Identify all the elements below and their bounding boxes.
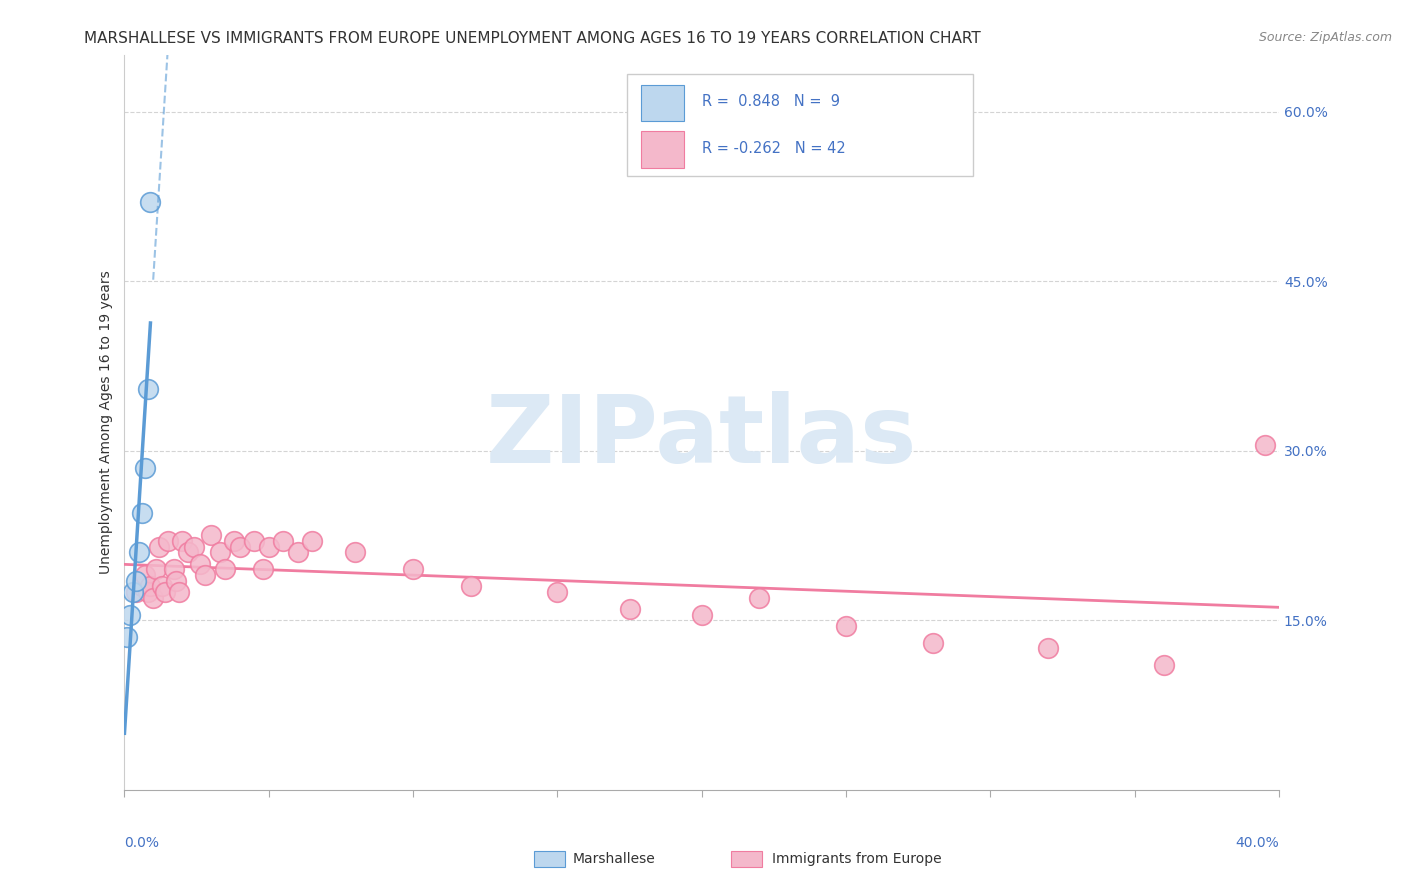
Point [619,602,641,616]
Point [131,579,153,593]
Point [136,382,159,396]
Point [139,579,162,593]
Point [1253,438,1275,452]
Point [153,585,176,599]
Point [162,562,184,576]
Point [117,630,139,644]
Point [172,534,194,549]
Point [125,585,148,599]
FancyBboxPatch shape [627,73,973,177]
Point [125,574,148,588]
Point [257,540,280,554]
Point [142,591,165,605]
Point [921,636,943,650]
Point [748,591,770,605]
Point [131,506,153,520]
Text: MARSHALLESE VS IMMIGRANTS FROM EUROPE UNEMPLOYMENT AMONG AGES 16 TO 19 YEARS COR: MARSHALLESE VS IMMIGRANTS FROM EUROPE UN… [84,31,981,46]
FancyBboxPatch shape [641,131,685,168]
Text: 0.0%: 0.0% [125,836,159,850]
Point [243,534,266,549]
Point [460,579,482,593]
Text: ZIPatlas: ZIPatlas [486,392,918,483]
Text: Marshallese: Marshallese [572,852,655,866]
Point [136,585,159,599]
Point [156,534,179,549]
Point [169,585,191,599]
Text: 40.0%: 40.0% [1236,836,1279,850]
Point [122,585,145,599]
Point [150,579,173,593]
Point [134,460,156,475]
Point [546,585,568,599]
Point [183,540,205,554]
Point [1036,641,1059,656]
Point [134,568,156,582]
Point [1153,658,1175,673]
Point [177,545,200,559]
Y-axis label: Unemployment Among Ages 16 to 19 years: Unemployment Among Ages 16 to 19 years [100,270,114,574]
Point [224,534,246,549]
Text: Immigrants from Europe: Immigrants from Europe [772,852,942,866]
Point [690,607,713,622]
Point [344,545,367,559]
Point [252,562,274,576]
Point [145,562,167,576]
Point [165,574,187,588]
Point [214,562,236,576]
Point [229,540,252,554]
Point [128,545,150,559]
Point [301,534,323,549]
Point [208,545,231,559]
Point [139,195,162,210]
Point [835,619,858,633]
Point [402,562,425,576]
Text: Source: ZipAtlas.com: Source: ZipAtlas.com [1258,31,1392,45]
Text: R = -0.262   N = 42: R = -0.262 N = 42 [702,141,845,156]
Point [194,568,217,582]
Point [271,534,294,549]
Point [200,528,222,542]
Text: R =  0.848   N =  9: R = 0.848 N = 9 [702,94,839,109]
Point [120,607,142,622]
Point [148,540,170,554]
FancyBboxPatch shape [641,85,685,121]
Point [287,545,309,559]
Point [188,557,211,571]
